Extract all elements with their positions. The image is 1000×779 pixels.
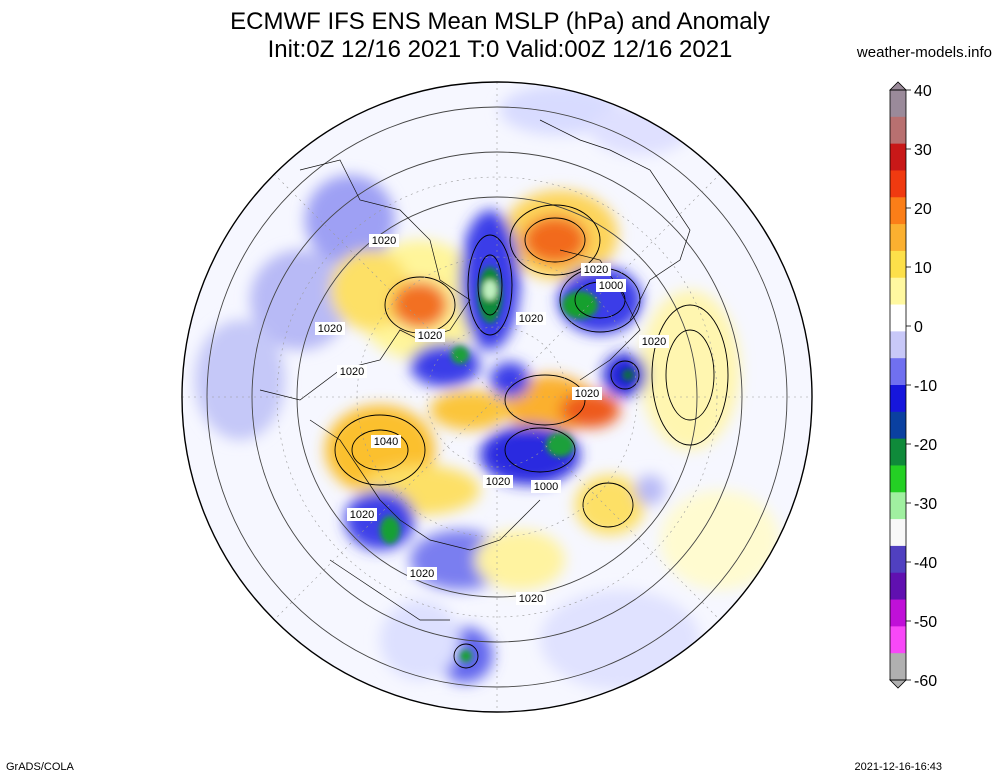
- colorbar-segment: [890, 626, 906, 654]
- isobar-labels: 1020 1020 1020 1020 1020 1020 1020 1020 1020 1020…: [315, 234, 669, 605]
- map-title: ECMWF IFS ENS Mean MSLP (hPa) and Anomal…: [230, 8, 770, 35]
- colorbar-segment: [890, 492, 906, 520]
- colorbar-segment: [890, 545, 906, 574]
- isobar-label: 1020: [350, 509, 374, 521]
- colorbar: 40 30 20 10 0 -10 -20 -30 -40 -50 -60: [889, 81, 937, 690]
- isobar-label: 1020: [418, 330, 442, 342]
- colorbar-tick-label: 30: [914, 142, 932, 159]
- colorbar-segment: [890, 358, 906, 386]
- isobar-label: 1000: [534, 481, 558, 493]
- colorbar-segment: [890, 519, 906, 547]
- isobar-label-bg: [516, 592, 546, 605]
- isobar-label-bg: [572, 387, 602, 400]
- colorbar-segment: [890, 224, 906, 252]
- map-boundary: [181, 81, 813, 713]
- colorbar-segment: [890, 116, 906, 145]
- isobar-label-bg: [531, 480, 561, 493]
- colorbar-segment: [890, 197, 906, 225]
- isobar-label: 1020: [519, 593, 543, 605]
- isobar-label-bg: [596, 279, 626, 292]
- colorbar-tick-label: -20: [914, 437, 937, 454]
- colorbar-top-arrow: [889, 81, 907, 91]
- isobar-label-bg: [516, 312, 546, 325]
- colorbar-segment: [890, 599, 906, 627]
- render-timestamp: 2021-12-16-16:43: [854, 761, 942, 773]
- colorbar-segment: [890, 170, 906, 198]
- deep-anomaly-cores: [380, 267, 634, 662]
- colorbar-tick-label: 40: [914, 83, 932, 100]
- graticule: [182, 82, 812, 712]
- isobar-label: 1020: [486, 476, 510, 488]
- colorbar-tick-label: -40: [914, 555, 937, 572]
- isobar-label: 1020: [519, 313, 543, 325]
- isobar-label: 1000: [599, 280, 623, 292]
- isobar-label: 1040: [374, 436, 398, 448]
- colorbar-segment: [890, 143, 906, 171]
- colorbar-tick-label: -30: [914, 496, 937, 513]
- software-credit: GrADS/COLA: [6, 761, 74, 773]
- colorbar-segment: [890, 277, 906, 306]
- isobar-label: 1020: [340, 366, 364, 378]
- isobar-label-bg: [347, 508, 377, 521]
- colorbar-segment: [890, 438, 906, 466]
- source-site: weather-models.info: [856, 44, 992, 61]
- colorbar-tick-label: 10: [914, 260, 932, 277]
- colorbar-segment: [890, 304, 906, 332]
- isobar-label: 1020: [584, 264, 608, 276]
- isobar-label-bg: [371, 435, 401, 448]
- colorbar-segment: [890, 331, 906, 359]
- isobar-label-bg: [337, 365, 367, 378]
- colorbar-tick-label: 20: [914, 201, 932, 218]
- colorbar-tick-label: -60: [914, 673, 937, 690]
- map-disk: [182, 82, 812, 712]
- isobar-label-bg: [415, 329, 445, 342]
- isobar-label-bg: [483, 475, 513, 488]
- isobar-label-bg: [581, 263, 611, 276]
- colorbar-segment: [890, 572, 906, 601]
- colorbar-tick-label: -50: [914, 614, 937, 631]
- coastlines: [259, 119, 691, 621]
- isobar-label: 1020: [318, 323, 342, 335]
- isobar-label: 1020: [642, 336, 666, 348]
- map-subtitle: Init:0Z 12/16 2021 T:0 Valid:00Z 12/16 2…: [267, 36, 733, 63]
- isobar-label-bg: [407, 567, 437, 580]
- isobar-label: 1020: [410, 568, 434, 580]
- isobar-label: 1020: [575, 388, 599, 400]
- colorbar-segment: [890, 90, 906, 118]
- colorbar-segment: [890, 653, 906, 681]
- isobar-label: 1020: [372, 235, 396, 247]
- colorbar-bottom-arrow: [889, 679, 907, 689]
- anomaly-shading: [195, 85, 780, 690]
- colorbar-tick-label: -10: [914, 378, 937, 395]
- colorbar-tick-label: 0: [914, 319, 923, 336]
- isobar-label-bg: [315, 322, 345, 335]
- colorbar-segment: [890, 250, 906, 279]
- colorbar-segment: [890, 411, 906, 440]
- colorbar-segment: [890, 465, 906, 493]
- isobar-label-bg: [369, 234, 399, 247]
- colorbar-segment: [890, 385, 906, 413]
- isobar-label-bg: [639, 335, 669, 348]
